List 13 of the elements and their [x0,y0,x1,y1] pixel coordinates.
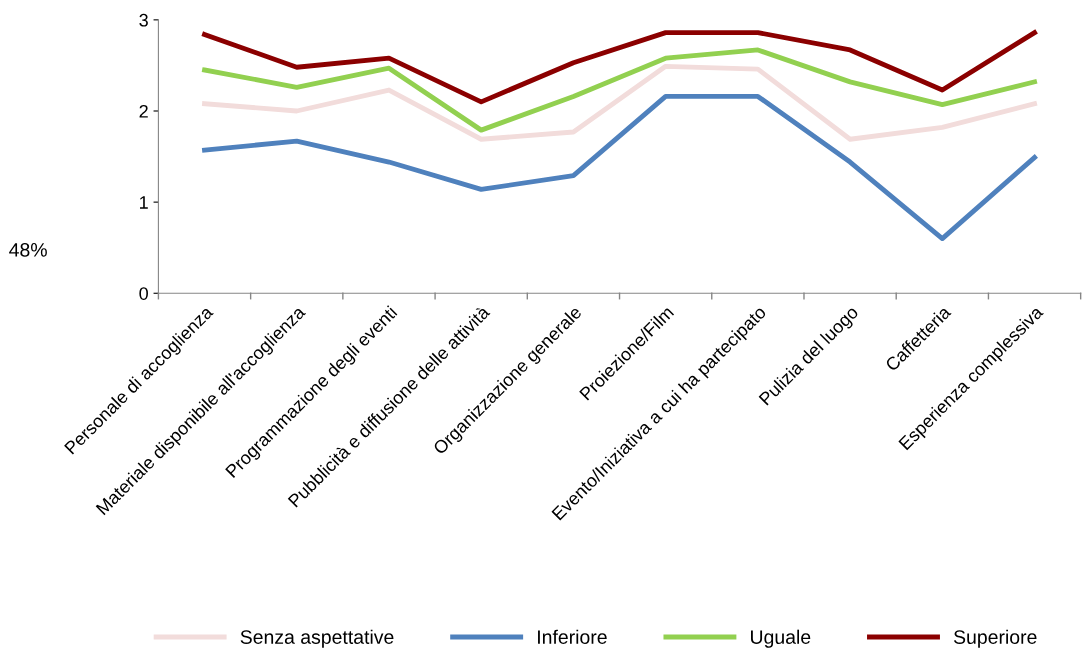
legend-label: Uguale [751,629,811,648]
line-series [202,47,1037,133]
text: 48% [9,243,47,257]
y-tick-label: 3 [139,13,148,27]
line-series [202,30,1037,105]
y-tick-label: 0 [139,287,148,300]
legend-label: Inferiore [538,629,607,644]
legend-label: Senza aspettative [240,629,394,648]
y-tick-label: 1 [140,196,148,209]
legend-label: Superiore [953,629,1037,648]
line-series [202,63,1037,142]
y-tick-label: 2 [139,104,148,118]
line-series [202,93,1037,242]
